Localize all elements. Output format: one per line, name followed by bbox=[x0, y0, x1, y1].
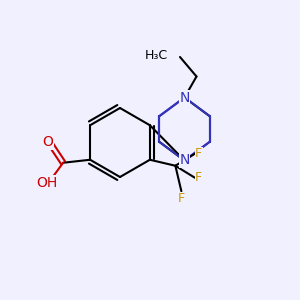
Text: F: F bbox=[178, 192, 185, 205]
Text: O: O bbox=[42, 135, 53, 149]
Text: N: N bbox=[179, 154, 190, 167]
Text: F: F bbox=[195, 147, 202, 160]
Text: F: F bbox=[195, 171, 202, 184]
Text: OH: OH bbox=[36, 176, 57, 190]
Text: H₃C: H₃C bbox=[145, 49, 168, 62]
Text: N: N bbox=[179, 91, 190, 104]
